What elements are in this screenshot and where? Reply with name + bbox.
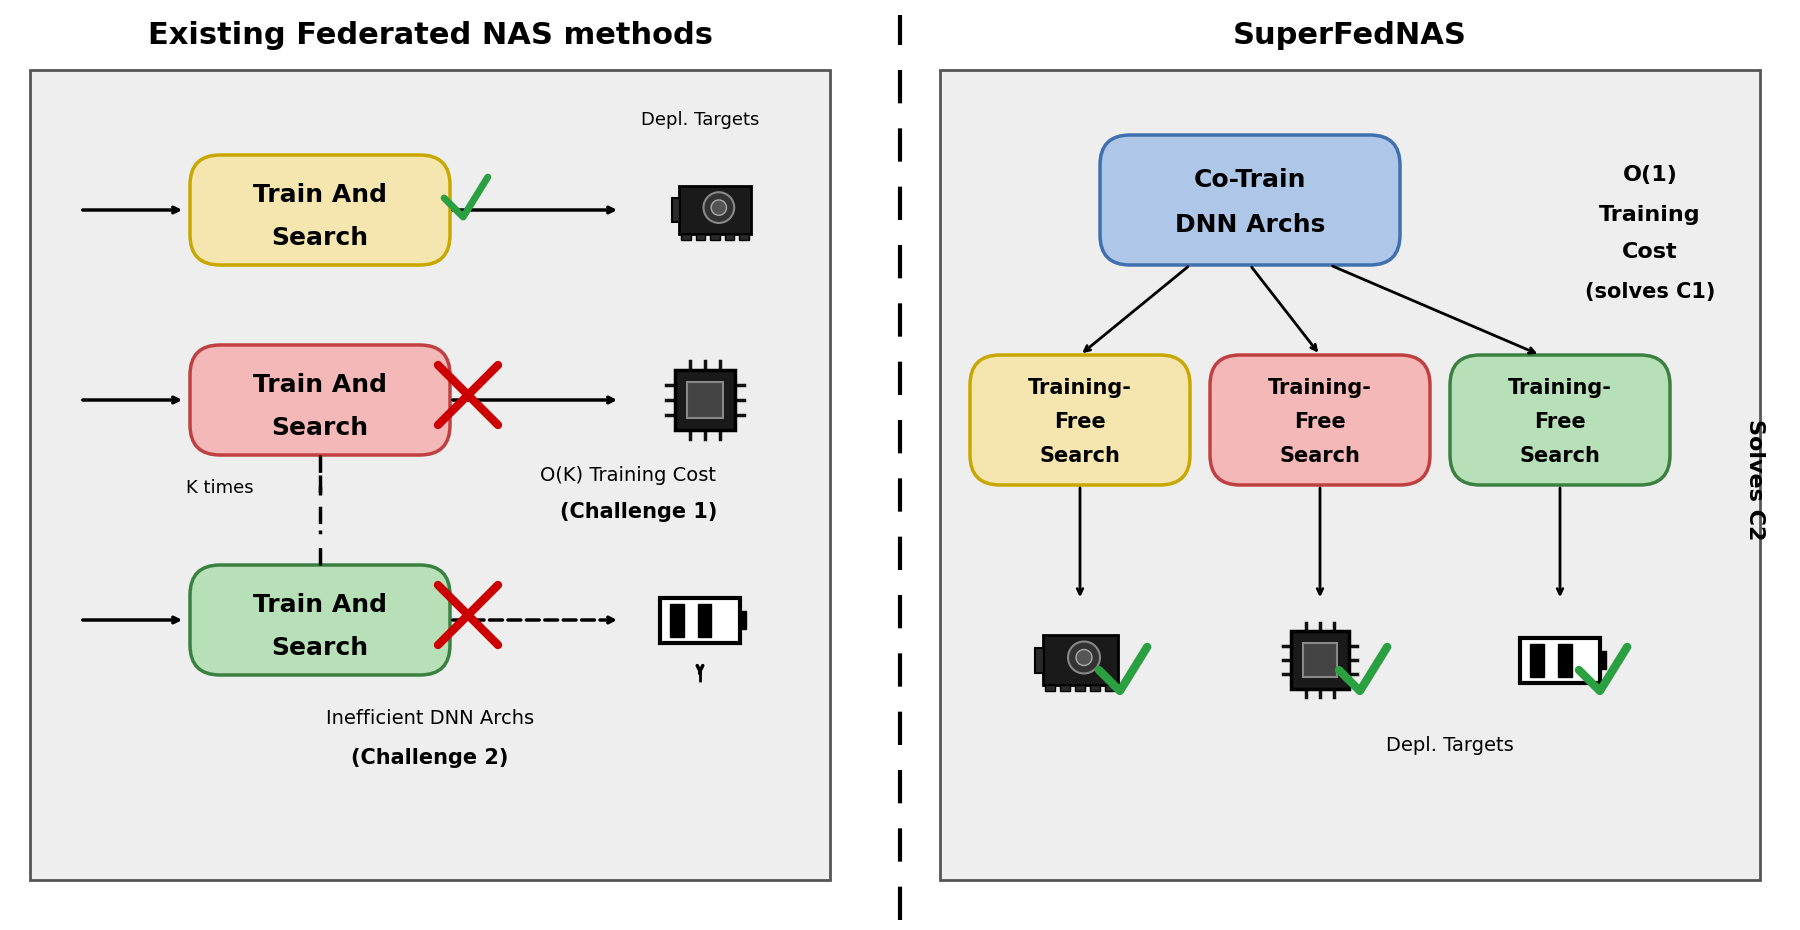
- Text: O(K) Training Cost: O(K) Training Cost: [540, 466, 716, 485]
- Text: Train And: Train And: [254, 373, 387, 397]
- Text: (solves C1): (solves C1): [1584, 282, 1715, 302]
- Text: (Challenge 2): (Challenge 2): [351, 748, 509, 768]
- Text: SuperFedNAS: SuperFedNAS: [1233, 20, 1467, 49]
- Text: DNN Archs: DNN Archs: [1175, 213, 1325, 237]
- FancyBboxPatch shape: [682, 233, 691, 240]
- FancyBboxPatch shape: [1451, 355, 1670, 485]
- FancyBboxPatch shape: [670, 604, 684, 636]
- Circle shape: [711, 200, 727, 215]
- Text: Free: Free: [1294, 412, 1346, 432]
- Circle shape: [1076, 649, 1093, 666]
- Text: Cost: Cost: [1622, 242, 1678, 262]
- FancyBboxPatch shape: [940, 70, 1760, 880]
- FancyBboxPatch shape: [31, 70, 830, 880]
- Text: Training-: Training-: [1508, 378, 1613, 398]
- FancyBboxPatch shape: [740, 233, 749, 240]
- FancyBboxPatch shape: [725, 233, 734, 240]
- Text: Solves C2: Solves C2: [1744, 419, 1766, 540]
- Text: Search: Search: [272, 226, 369, 250]
- FancyBboxPatch shape: [1530, 644, 1544, 676]
- Text: Search: Search: [1280, 446, 1361, 466]
- Text: (Challenge 1): (Challenge 1): [560, 502, 718, 522]
- FancyBboxPatch shape: [711, 233, 720, 240]
- Text: Depl. Targets: Depl. Targets: [641, 111, 760, 129]
- FancyBboxPatch shape: [970, 355, 1190, 485]
- FancyBboxPatch shape: [679, 186, 751, 234]
- FancyBboxPatch shape: [697, 233, 706, 240]
- Text: Depl. Targets: Depl. Targets: [1386, 736, 1514, 754]
- FancyBboxPatch shape: [1035, 647, 1044, 672]
- FancyBboxPatch shape: [1519, 637, 1600, 683]
- FancyBboxPatch shape: [1100, 135, 1400, 265]
- Text: Free: Free: [1055, 412, 1105, 432]
- FancyBboxPatch shape: [1060, 684, 1069, 691]
- Text: Search: Search: [272, 636, 369, 660]
- FancyBboxPatch shape: [1105, 684, 1114, 691]
- FancyBboxPatch shape: [1291, 631, 1348, 689]
- FancyBboxPatch shape: [191, 155, 450, 265]
- Text: Training-: Training-: [1267, 378, 1372, 398]
- Text: Search: Search: [272, 416, 369, 440]
- FancyBboxPatch shape: [1303, 643, 1337, 677]
- Text: Existing Federated NAS methods: Existing Federated NAS methods: [148, 20, 713, 49]
- Text: Training: Training: [1598, 205, 1701, 225]
- FancyBboxPatch shape: [1075, 684, 1085, 691]
- FancyBboxPatch shape: [1091, 684, 1100, 691]
- FancyBboxPatch shape: [661, 597, 740, 643]
- Text: Training-: Training-: [1028, 378, 1132, 398]
- FancyBboxPatch shape: [1046, 684, 1055, 691]
- Text: Co-Train: Co-Train: [1193, 168, 1307, 192]
- Text: Search: Search: [1040, 446, 1120, 466]
- Circle shape: [1067, 642, 1100, 673]
- FancyBboxPatch shape: [191, 565, 450, 675]
- FancyBboxPatch shape: [671, 198, 680, 222]
- FancyBboxPatch shape: [688, 382, 724, 418]
- FancyBboxPatch shape: [191, 345, 450, 455]
- FancyBboxPatch shape: [1042, 635, 1118, 685]
- Text: O(1): O(1): [1622, 165, 1678, 185]
- FancyBboxPatch shape: [740, 611, 745, 629]
- Text: Inefficient DNN Archs: Inefficient DNN Archs: [326, 709, 535, 727]
- Circle shape: [704, 193, 734, 223]
- FancyBboxPatch shape: [675, 370, 734, 430]
- Text: Search: Search: [1519, 446, 1600, 466]
- Text: Train And: Train And: [254, 593, 387, 617]
- FancyBboxPatch shape: [1210, 355, 1429, 485]
- FancyBboxPatch shape: [1557, 644, 1571, 676]
- Text: K times: K times: [185, 479, 254, 497]
- Text: Free: Free: [1534, 412, 1586, 432]
- FancyBboxPatch shape: [698, 604, 711, 636]
- Text: Train And: Train And: [254, 183, 387, 207]
- FancyBboxPatch shape: [1600, 651, 1606, 669]
